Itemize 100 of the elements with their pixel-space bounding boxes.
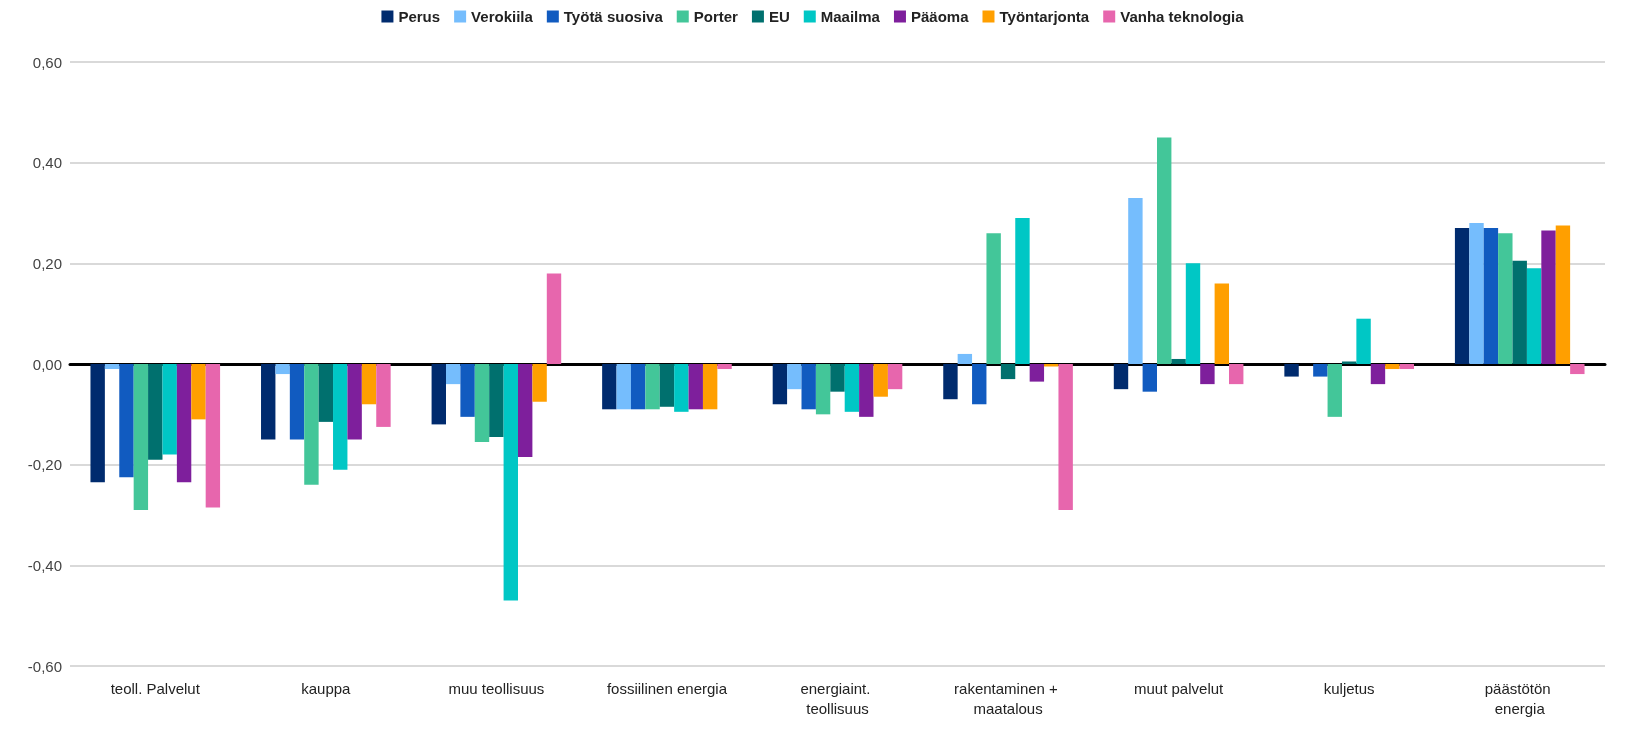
y-tick-label: -0,60 [27,657,62,675]
bar [1570,364,1585,375]
bar [1142,364,1158,392]
bar [1029,364,1045,382]
bar [1454,228,1470,364]
bar [119,364,134,478]
bar [1541,230,1556,364]
x-tick-label: kauppa [301,679,352,697]
bar [801,364,816,410]
bar [688,364,703,410]
bar [1058,364,1073,510]
bar [815,364,831,415]
bar [1000,364,1016,380]
bar [859,364,874,417]
bar [1526,268,1542,364]
bar [1113,364,1129,390]
bar [1512,260,1527,364]
legend-label: Työntarjonta [999,8,1090,25]
bar [873,364,888,397]
legend-label: EU [768,8,790,25]
bar [546,273,562,364]
bar [489,364,504,437]
bar [772,364,788,405]
bar [957,353,973,364]
bar [1483,228,1499,364]
x-tick-label: teoll. Palvelut [110,679,201,697]
y-tick-label: -0,40 [27,556,62,574]
bar [304,364,319,485]
bar [503,364,518,601]
legend-label: Pääoma [910,8,970,25]
bar [887,364,903,390]
bar [1157,137,1172,364]
bar [191,364,206,420]
bar [702,364,718,410]
x-tick-label: fossiilinen energia [606,679,728,697]
bar [532,364,547,402]
bar [1200,364,1215,385]
x-tick-label: päästötön energia [1484,679,1555,717]
bar [148,364,163,460]
x-tick-label: muut palvelut [1134,679,1225,697]
bar [1128,197,1143,364]
bar [972,364,987,405]
bar [431,364,446,425]
bar [943,364,958,400]
bar [261,364,276,440]
y-tick-label: 0,60 [32,53,62,71]
x-tick-label: energiaint. teollisuus [800,679,875,717]
legend-label: Työtä suosiva [563,8,664,25]
bar [275,364,290,375]
legend-label: Maailma [820,8,881,25]
bar [717,364,732,370]
bar [376,364,391,427]
bar [602,364,617,410]
y-tick-label: 0,00 [32,355,62,373]
bar [1171,358,1186,364]
bar [1229,364,1244,385]
bar [1469,223,1484,364]
y-tick-label: 0,20 [32,254,62,272]
bar [787,364,802,390]
legend-label: Verokiila [471,8,534,25]
bar [1044,364,1059,367]
bar [333,364,348,470]
bar [445,364,461,385]
legend-label: Porter [693,8,739,25]
bar [289,364,305,440]
bar [1284,364,1299,377]
bar [318,364,334,422]
x-tick-label: rakentaminen + maatalous [954,679,1063,717]
bar [1385,364,1400,370]
bar [205,364,221,508]
bar [659,364,675,407]
bar [674,364,689,412]
bar [474,364,490,443]
bar [1015,218,1030,364]
bar [830,364,845,392]
bar [1356,318,1371,364]
bar [347,364,362,440]
bar [517,364,533,458]
bar [645,364,660,410]
bar [986,233,1001,364]
bar [630,364,646,410]
x-tick-label: kuljetus [1323,679,1375,697]
bar [1555,225,1571,364]
x-tick-label: muu teollisuus [448,679,545,697]
bar [1399,364,1414,370]
bar [460,364,475,417]
bar [1498,233,1513,364]
legend-label: Vanha teknologia [1120,8,1245,25]
bar [616,364,631,410]
legend-label: Perus [398,8,441,25]
bar [1214,283,1230,364]
bar [104,364,120,370]
bar [162,364,177,455]
bar [1313,364,1328,377]
bar [1370,364,1386,385]
y-tick-label: -0,20 [27,456,62,474]
y-tick-label: 0,40 [32,154,62,172]
bar [361,364,377,405]
bar [1327,364,1342,417]
bar [176,364,192,483]
